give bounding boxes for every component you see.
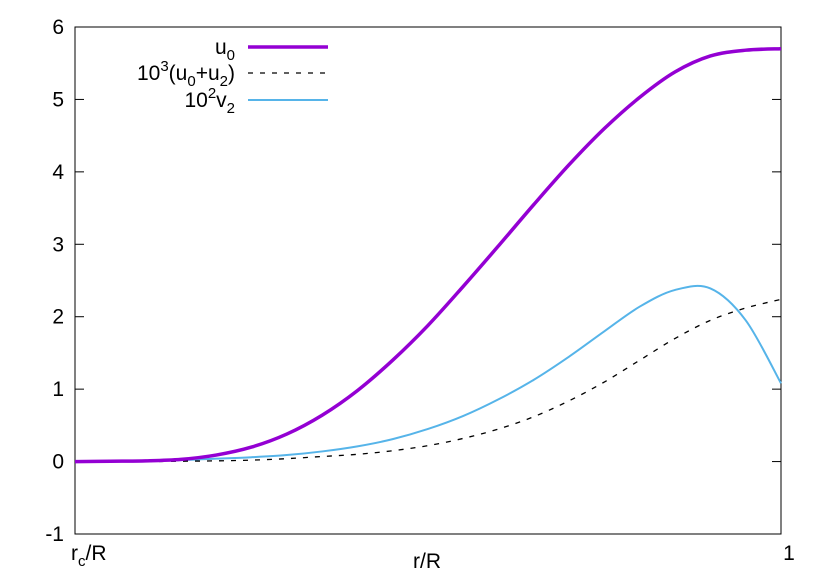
y-tick-label: 2 [52, 306, 64, 329]
legend-label-u0u2: 103(u0+u2) [137, 58, 235, 90]
y-tick-label: 5 [52, 88, 64, 111]
y-tick-label: 3 [52, 233, 64, 256]
x-tick-label: 1 [783, 542, 795, 565]
y-tick-label: 6 [52, 16, 64, 39]
plot-border [74, 26, 782, 535]
plot-frame [74, 26, 782, 535]
y-tick-label: 4 [52, 161, 64, 184]
series-line-v2 [74, 284, 782, 463]
series-line-u0 [74, 46, 782, 464]
y-tick-label: 1 [52, 378, 64, 401]
x-tick-label: rc/R [71, 542, 107, 570]
x-axis-ticks: rc/R 1 [71, 27, 795, 570]
series-line-u0u2 [75, 298, 782, 463]
legend-label-v2: 102v2 [184, 85, 235, 117]
y-tick-label: -1 [45, 523, 64, 546]
series-layer [74, 46, 782, 464]
y-tick-label: 0 [52, 451, 64, 474]
legend-label-u0: u0 [215, 36, 235, 64]
y-axis-ticks: -1 0 1 2 3 4 5 6 [45, 16, 781, 546]
x-axis-label: r/R [413, 550, 441, 573]
